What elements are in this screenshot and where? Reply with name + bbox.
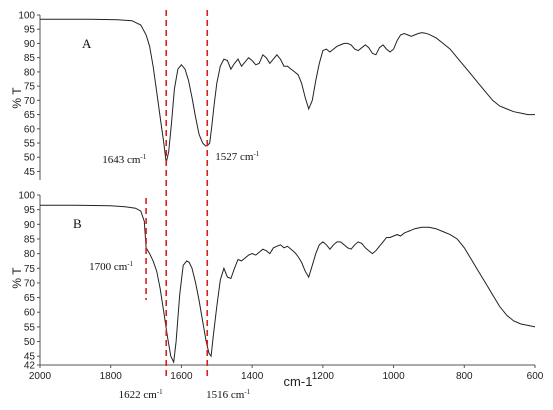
panel-a-y-axis-label: % T (10, 87, 24, 109)
peak-label-superscript: -1 (253, 150, 259, 158)
x-tick-label: 2000 (29, 371, 52, 382)
peak-label-text: 1527 cm (215, 151, 254, 163)
panel-b-spectrum-line (40, 204, 536, 364)
y-tick-label: 75 (24, 264, 36, 275)
y-tick-label: 95 (24, 205, 36, 216)
panel-a-letter: A (82, 36, 92, 51)
peak-label-text: 1700 cm (89, 261, 128, 273)
y-tick-label: 42 (24, 361, 36, 372)
peak-label-text: 1622 cm (119, 389, 158, 401)
panel-b-letter: B (73, 216, 82, 231)
y-tick-label: 85 (24, 53, 36, 64)
x-tick-label: 600 (527, 371, 544, 382)
panel-a-spectrum-line (40, 18, 535, 164)
y-tick-label: 60 (24, 308, 36, 319)
x-tick-label: 1400 (241, 371, 264, 382)
y-tick-label: 70 (24, 278, 36, 289)
y-tick-label: 45 (24, 352, 36, 363)
dashed-markers (145, 10, 209, 378)
peak-label-1516: 1516 cm-1 (206, 388, 251, 401)
y-tick-label: 90 (24, 39, 36, 50)
x-axis-ticks: 2000 1800 1600 1400 1200 1000 800 600 (29, 365, 544, 382)
y-tick-label: 100 (18, 191, 35, 202)
x-tick-label: 1200 (312, 371, 335, 382)
x-tick-label: 800 (456, 371, 473, 382)
y-tick-label: 85 (24, 234, 36, 245)
panel-b-y-axis-label: % T (10, 267, 24, 289)
y-tick-label: 50 (24, 153, 36, 164)
y-tick-label: 80 (24, 249, 36, 260)
y-tick-label: 100 (18, 11, 35, 22)
peak-label-1700: 1700 cm-1 (89, 260, 134, 273)
x-tick-label: 1600 (170, 371, 193, 382)
y-tick-label: 55 (24, 322, 36, 333)
panel-a-annotations: 1643 cm-1 1527 cm-1 (102, 150, 260, 166)
peak-label-1622: 1622 cm-1 (119, 388, 164, 401)
peak-label-superscript: -1 (244, 388, 250, 396)
peak-label-1643: 1643 cm-1 (102, 153, 147, 166)
peak-label-text: 1643 cm (102, 154, 141, 166)
peak-label-superscript: -1 (127, 260, 133, 268)
peak-label-1527: 1527 cm-1 (215, 150, 260, 163)
peak-label-text: 1516 cm (206, 389, 245, 401)
peak-label-superscript: -1 (140, 153, 146, 161)
y-tick-label: 65 (24, 293, 36, 304)
y-tick-label: 50 (24, 337, 36, 348)
panel-a-y-ticks: 45 50 55 60 65 70 75 80 85 90 95 100 (18, 11, 40, 178)
y-tick-label: 70 (24, 96, 36, 107)
y-tick-label: 45 (24, 167, 36, 178)
y-tick-label: 55 (24, 139, 36, 150)
y-tick-label: 95 (24, 25, 36, 36)
x-tick-label: 1800 (100, 371, 123, 382)
y-tick-label: 80 (24, 67, 36, 78)
x-axis-label: cm-1 (284, 374, 313, 389)
x-tick-label: 1000 (382, 371, 405, 382)
y-tick-label: 60 (24, 124, 36, 135)
y-tick-label: 75 (24, 82, 36, 93)
y-tick-label: 65 (24, 110, 36, 121)
peak-label-superscript: -1 (157, 388, 163, 396)
y-tick-label: 90 (24, 220, 36, 231)
